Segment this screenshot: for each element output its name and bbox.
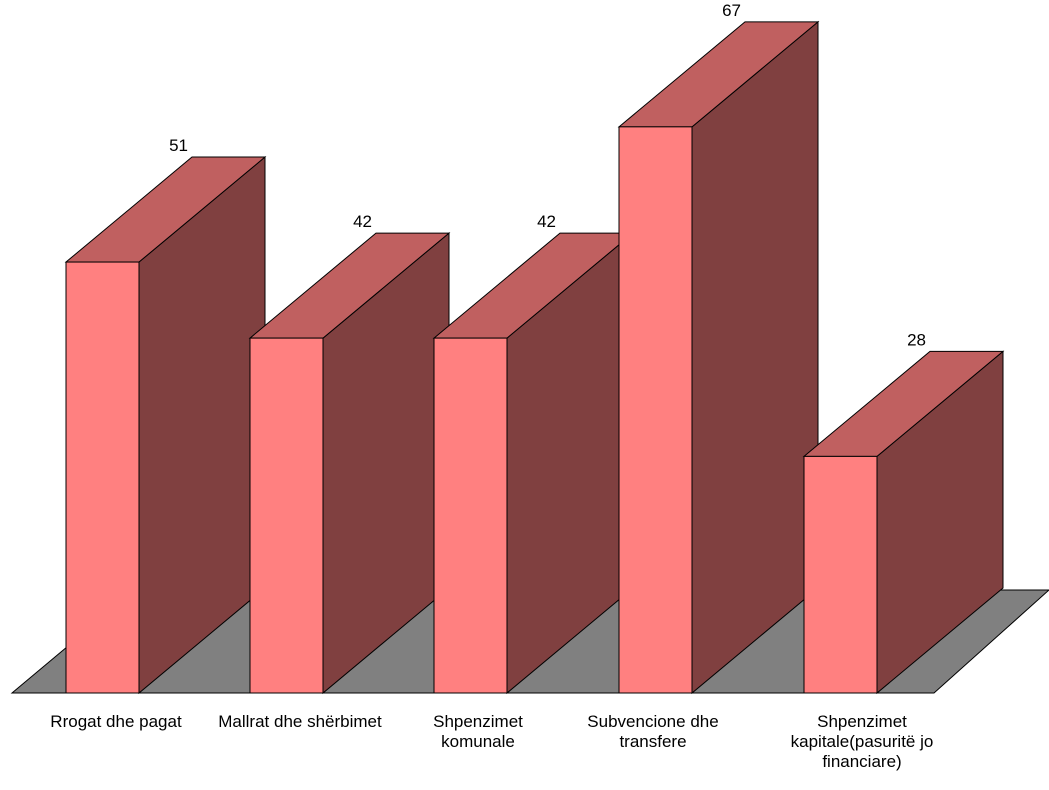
data-label-3: 42: [537, 212, 556, 231]
data-label-5: 28: [907, 330, 926, 349]
bar-4: [617, 20, 820, 695]
data-label-1: 51: [169, 136, 188, 155]
bar-front: [65, 261, 140, 694]
bar-2: [248, 232, 451, 695]
bar-front: [433, 337, 508, 694]
bar-1: [64, 155, 267, 695]
category-label-2: Mallrat dhe shërbimet: [218, 712, 382, 731]
bar-3: [432, 232, 635, 695]
category-label-3: Shpenzimet komunale: [433, 712, 523, 751]
bar-group: 51 42 42 67 28: [64, 1, 1005, 695]
data-label-2: 42: [353, 212, 372, 231]
bar-front: [249, 337, 324, 694]
category-label-1: Rrogat dhe pagat: [50, 712, 182, 731]
category-label-4: Subvencione dhe transfere: [587, 712, 719, 751]
data-label-4: 67: [722, 1, 741, 20]
category-label-5: Shpenzimet kapitale(pasuritë jo financia…: [790, 712, 934, 771]
bar-front: [803, 455, 878, 694]
bar-front: [618, 126, 693, 694]
bar-5: [802, 350, 1005, 695]
bar-side: [691, 20, 819, 695]
